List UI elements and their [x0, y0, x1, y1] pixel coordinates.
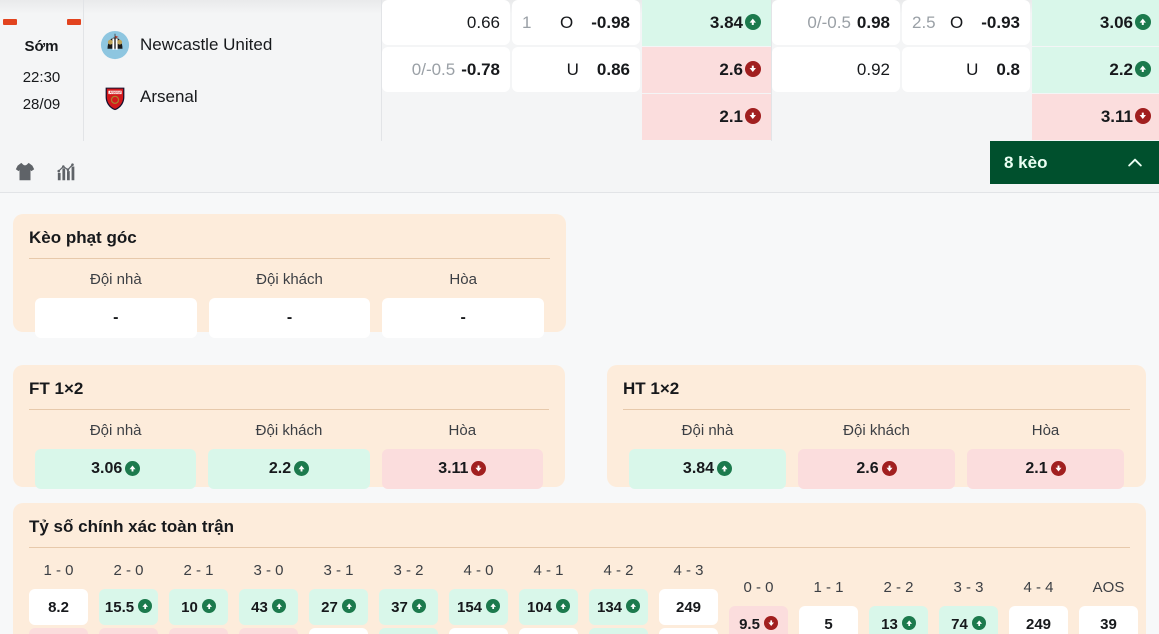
svg-text:Arsenal: Arsenal — [109, 90, 121, 94]
